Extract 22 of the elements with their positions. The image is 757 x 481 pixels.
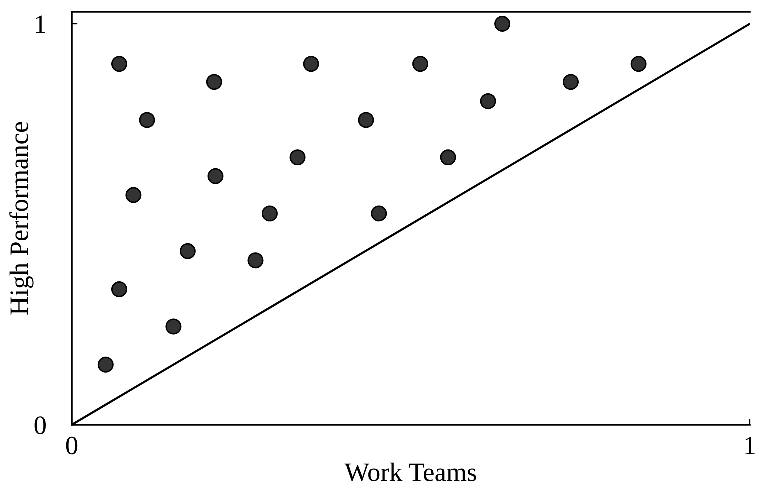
point [208,168,224,184]
point [440,150,456,166]
y-axis-title: High Performance [10,122,34,315]
point [290,150,306,166]
point [180,243,196,260]
point [630,56,647,72]
point [126,187,142,204]
point [358,112,374,128]
point [111,56,128,72]
point [494,16,511,32]
point [248,252,264,269]
point [371,206,388,222]
point [111,281,128,298]
point [262,206,278,222]
point [206,74,222,90]
point [480,93,496,110]
point [303,56,320,72]
point [98,356,114,373]
point [166,318,182,335]
point [412,56,428,72]
point [139,112,156,128]
point [563,74,579,90]
